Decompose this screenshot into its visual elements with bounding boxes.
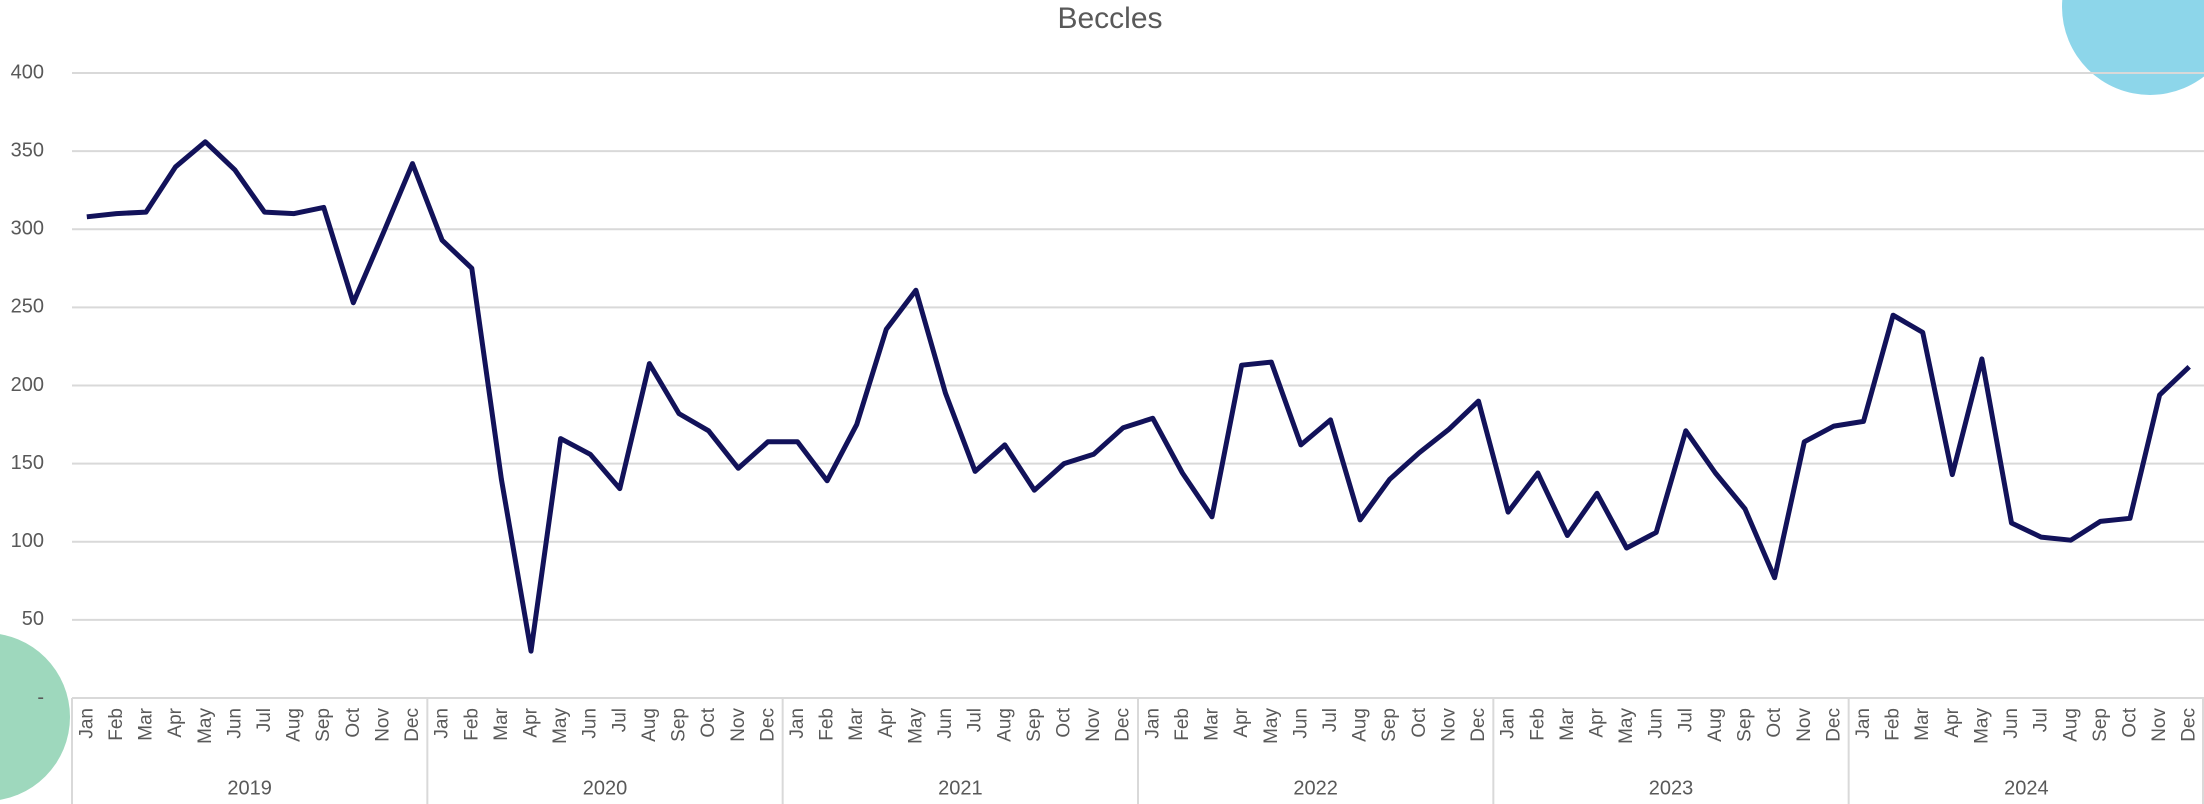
- x-tick-label: Jun: [2001, 708, 2022, 739]
- x-tick-label: Oct: [698, 707, 719, 737]
- y-tick-label: 200: [11, 374, 44, 396]
- x-tick-label: Aug: [2060, 708, 2081, 742]
- x-tick-label: May: [550, 708, 571, 744]
- decor-circle: [2062, 0, 2204, 95]
- x-tick-label: Jul: [254, 708, 275, 732]
- data-line: [86, 139, 2191, 654]
- y-tick-label: 400: [11, 61, 44, 83]
- chart-title: Beccles: [1057, 2, 1162, 35]
- x-tick-label: May: [195, 708, 216, 744]
- x-tick-label: Mar: [846, 707, 867, 740]
- x-tick-label: May: [905, 708, 926, 744]
- x-tick-label: Jul: [965, 708, 986, 732]
- x-group-label: 2019: [227, 777, 272, 799]
- x-tick-label: Apr: [1942, 707, 1963, 737]
- x-tick-label: Jan: [1498, 708, 1519, 739]
- x-tick-label: Sep: [1024, 708, 1045, 742]
- x-tick-label: Oct: [1764, 707, 1785, 737]
- x-tick-label: May: [1261, 708, 1282, 744]
- x-tick-label: May: [1616, 708, 1637, 744]
- x-tick-label: Apr: [520, 707, 541, 737]
- x-tick-label: Jun: [935, 708, 956, 739]
- x-tick-label: May: [1971, 708, 1992, 744]
- x-tick-label: Jul: [2031, 708, 2052, 732]
- x-group-label: 2022: [1293, 777, 1338, 799]
- x-tick-label: Sep: [669, 708, 690, 742]
- x-tick-label: Jun: [1290, 708, 1311, 739]
- x-tick-label: Feb: [461, 708, 482, 741]
- x-tick-label: Sep: [1379, 708, 1400, 742]
- x-tick-label: Jun: [580, 708, 601, 739]
- x-tick-label: Jun: [224, 708, 245, 739]
- decor-circle: [0, 634, 70, 800]
- x-tick-label: Jun: [1646, 708, 1667, 739]
- x-tick-label: Sep: [1735, 708, 1756, 742]
- x-tick-label: Apr: [1586, 707, 1607, 737]
- x-tick-label: Jan: [1853, 708, 1874, 739]
- x-tick-label: Dec: [1468, 708, 1489, 742]
- x-tick-label: Oct: [343, 707, 364, 737]
- x-tick-label: Dec: [2179, 708, 2200, 742]
- x-tick-label: Feb: [1883, 708, 1904, 741]
- x-tick-label: Nov: [1438, 708, 1459, 742]
- y-tick-label: 50: [22, 608, 44, 630]
- x-tick-label: Feb: [1527, 708, 1548, 741]
- x-tick-label: Aug: [1705, 708, 1726, 742]
- x-tick-label: Feb: [1172, 708, 1193, 741]
- x-tick-label: Mar: [1557, 707, 1578, 740]
- x-tick-label: Nov: [1083, 708, 1104, 742]
- x-tick-label: Aug: [639, 708, 660, 742]
- x-tick-label: Aug: [1350, 708, 1371, 742]
- x-tick-label: Feb: [817, 708, 838, 741]
- x-tick-label: Apr: [165, 707, 186, 737]
- x-tick-label: Nov: [372, 708, 393, 742]
- x-tick-label: Feb: [106, 708, 127, 741]
- x-tick-label: Mar: [491, 707, 512, 740]
- x-tick-label: Nov: [2149, 708, 2170, 742]
- x-tick-label: Oct: [1053, 707, 1074, 737]
- y-tick-label: 100: [11, 530, 44, 552]
- x-tick-label: Jan: [787, 708, 808, 739]
- x-tick-label: Jan: [1142, 708, 1163, 739]
- y-tick-label: 300: [11, 218, 44, 240]
- x-group-label: 2021: [938, 777, 983, 799]
- y-tick-label: 350: [11, 139, 44, 161]
- x-tick-label: Dec: [402, 708, 423, 742]
- x-tick-label: Jul: [1675, 708, 1696, 732]
- x-tick-label: Nov: [1794, 708, 1815, 742]
- x-tick-label: Jul: [1320, 708, 1341, 732]
- x-tick-label: Mar: [136, 707, 157, 740]
- x-tick-label: Jul: [609, 708, 630, 732]
- x-tick-label: Dec: [757, 708, 778, 742]
- x-tick-label: Nov: [728, 708, 749, 742]
- x-tick-label: Mar: [1202, 707, 1223, 740]
- x-tick-label: Apr: [876, 707, 897, 737]
- x-tick-label: Mar: [1912, 707, 1933, 740]
- x-tick-label: Oct: [1409, 707, 1430, 737]
- x-group-label: 2024: [2004, 777, 2049, 799]
- x-group-label: 2023: [1649, 777, 1694, 799]
- y-tick-label: 250: [11, 296, 44, 318]
- x-tick-label: Aug: [284, 708, 305, 742]
- x-tick-label: Dec: [1113, 708, 1134, 742]
- x-tick-label: Jan: [432, 708, 453, 739]
- x-group-label: 2020: [583, 777, 628, 799]
- x-tick-label: Sep: [313, 708, 334, 742]
- x-tick-label: Jan: [76, 708, 97, 739]
- x-tick-label: Aug: [994, 708, 1015, 742]
- x-tick-label: Oct: [2119, 707, 2140, 737]
- x-tick-label: Dec: [1823, 708, 1844, 742]
- x-tick-label: Apr: [1231, 707, 1252, 737]
- y-tick-label: -: [37, 686, 44, 708]
- y-tick-label: 150: [11, 452, 44, 474]
- x-tick-label: Sep: [2090, 708, 2111, 742]
